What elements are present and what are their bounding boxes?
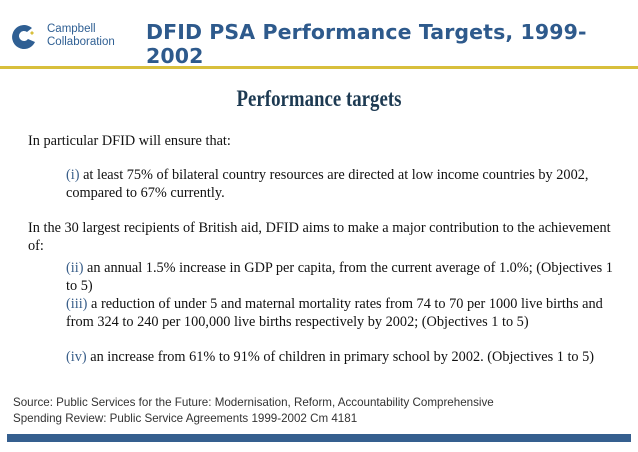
target-item-1: (i) at least 75% of bilateral country re… [66,166,596,202]
source-line-1: Source: Public Services for the Future: … [13,396,494,409]
logo-text-line1: Campbell [47,23,96,35]
paragraph-2: In the 30 largest recipients of British … [28,220,611,254]
target-item-2: (ii) an annual 1.5% increase in GDP per … [66,259,626,295]
intro-text: In particular DFID will ensure that: [28,133,231,149]
slide-title: DFID PSA Performance Targets, 1999-2002 [146,20,587,68]
campbell-logo-icon [12,25,36,50]
header-divider [0,66,638,69]
item-label: (iii) [66,296,88,312]
source-line-2: Spending Review: Public Service Agreemen… [13,412,358,425]
item-text: an increase from 61% to 91% of children … [86,349,595,365]
target-item-3: (iii) a reduction of under 5 and materna… [66,295,626,331]
item-label: (i) [66,167,80,183]
item-label: (iv) [66,349,87,365]
target-item-4: (iv) an increase from 61% to 91% of chil… [66,348,626,366]
item-text: an annual 1.5% increase in GDP per capit… [66,260,613,294]
footer-bar [7,434,631,442]
document-heading: Performance targets [236,86,402,111]
campbell-logo: Campbell Collaboration [8,20,115,52]
source-citation: Source: Public Services for the Future: … [13,395,494,427]
item-text: at least 75% of bilateral country resour… [66,167,589,201]
item-text: a reduction of under 5 and maternal mort… [66,296,603,330]
item-label: (ii) [66,260,84,276]
logo-text-line2: Collaboration [47,36,115,48]
